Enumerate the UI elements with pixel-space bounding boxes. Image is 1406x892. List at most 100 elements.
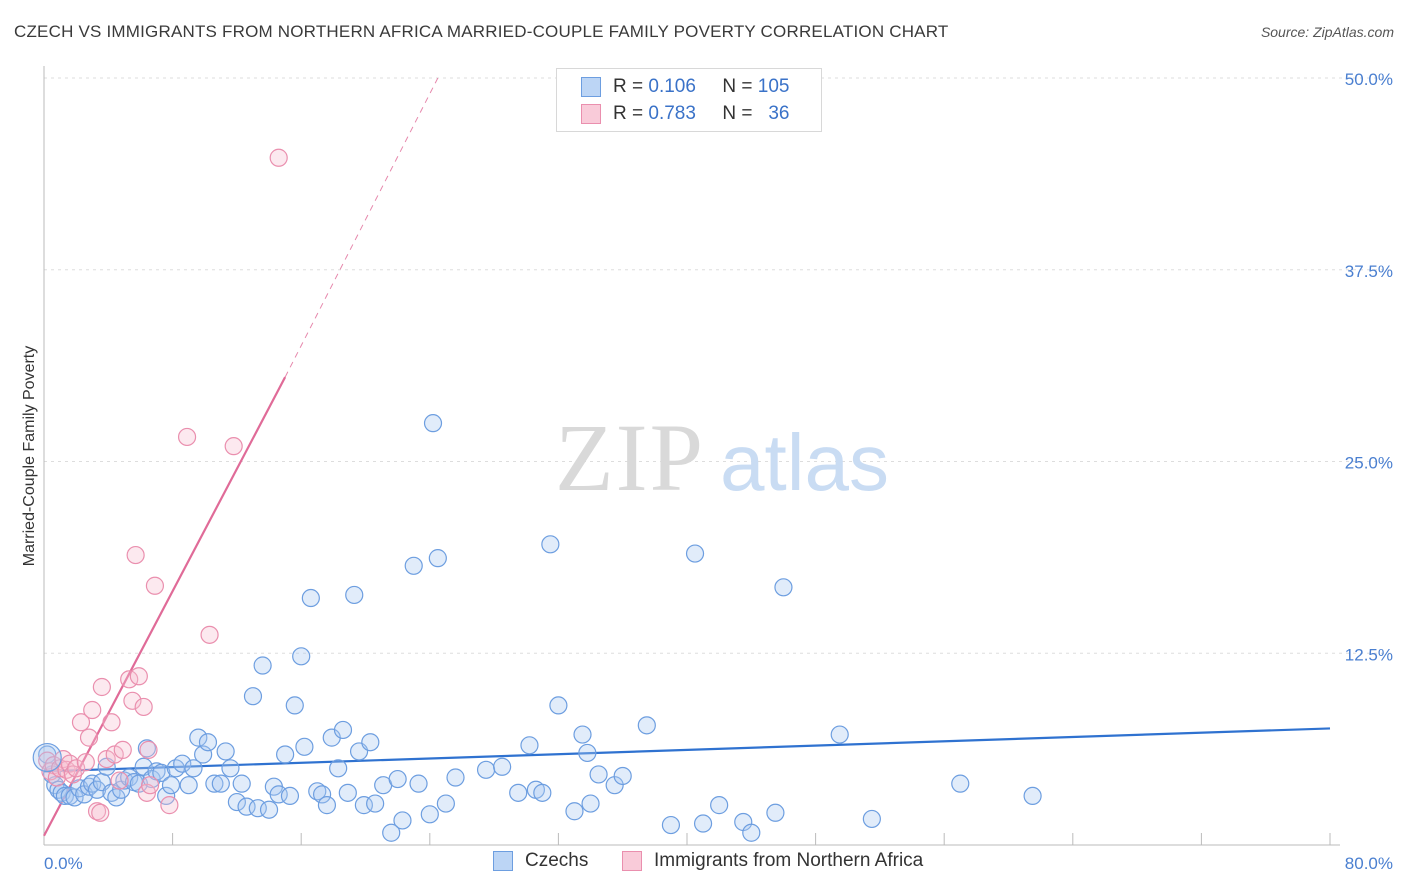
czech-point xyxy=(541,535,560,554)
czech-point xyxy=(166,759,185,778)
czech-point xyxy=(345,585,364,605)
immigrant-point xyxy=(76,753,95,772)
immigrant-point xyxy=(177,427,197,447)
czech-point xyxy=(301,588,320,608)
y-tick-label: 50.0% xyxy=(1345,70,1393,89)
czech-point xyxy=(476,760,496,779)
immigrant-point xyxy=(160,796,179,815)
czech-point xyxy=(423,414,443,433)
czech-point-large xyxy=(32,742,62,773)
czech-point xyxy=(409,774,428,793)
czech-point xyxy=(830,725,849,744)
legend-swatch-immigrants xyxy=(581,104,601,124)
legend-swatch-czechs xyxy=(581,77,601,97)
grid-lines xyxy=(44,77,1392,654)
legend-label-czechs: Czechs xyxy=(525,850,589,871)
czech-point xyxy=(493,757,512,776)
czech-point xyxy=(637,716,656,735)
watermark-zip: ZIP xyxy=(555,404,705,511)
legend-r-label: R = xyxy=(613,103,644,124)
czech-point xyxy=(589,765,608,784)
czech-point xyxy=(661,815,681,835)
czech-point xyxy=(509,783,528,802)
legend-row-immigrants: R = 0.783 N = 36 xyxy=(581,102,789,126)
czech-point xyxy=(549,696,568,715)
legend-n-value: 36 xyxy=(768,103,790,124)
immigrant-point xyxy=(113,740,132,759)
immigrant-point xyxy=(102,713,121,732)
czech-point xyxy=(333,720,353,740)
czech-point xyxy=(1023,786,1042,806)
czech-point xyxy=(308,782,327,801)
y-axis-label: Married-Couple Family Poverty xyxy=(21,346,38,567)
legend-row-czechs: R = 0.106 N = 105 xyxy=(581,75,789,99)
czech-point xyxy=(243,687,263,706)
czech-point xyxy=(573,725,592,744)
czech-point xyxy=(382,823,401,842)
czech-point xyxy=(179,776,198,795)
czech-point xyxy=(285,696,304,715)
trend-line xyxy=(43,376,287,837)
czech-point xyxy=(329,759,348,778)
legend-r-label: R = xyxy=(613,76,644,97)
czech-point xyxy=(685,544,705,563)
czech-point xyxy=(152,763,171,783)
czech-point xyxy=(710,796,729,815)
immigrant-point xyxy=(269,148,288,167)
czech-point xyxy=(161,776,181,795)
legend-item-immigrants[interactable]: Immigrants from Northern Africa xyxy=(622,850,923,872)
watermark-atlas: atlas xyxy=(720,418,889,507)
czech-point xyxy=(338,783,357,802)
legend-n-label: N = xyxy=(722,103,753,124)
chart-title: CZECH VS IMMIGRANTS FROM NORTHERN AFRICA… xyxy=(14,22,949,41)
trend-line-extension xyxy=(284,77,439,378)
x-tick-label: 80.0% xyxy=(1345,854,1393,873)
trend-line xyxy=(43,727,1331,773)
czech-point xyxy=(205,774,224,793)
immigrant-point xyxy=(83,700,102,720)
legend-n-label: N = xyxy=(722,76,753,97)
immigrant-point xyxy=(92,677,111,697)
immigrant-point xyxy=(110,771,129,790)
y-tick-label: 12.5% xyxy=(1345,645,1393,664)
legend-swatch-czechs xyxy=(493,851,513,871)
immigrant-point xyxy=(129,667,148,686)
czech-point xyxy=(565,802,584,821)
czech-point xyxy=(404,556,423,575)
immigrant-point xyxy=(91,803,110,822)
immigrant-point xyxy=(224,437,243,456)
immigrant-point xyxy=(145,576,165,595)
legend-r-value: 0.106 xyxy=(648,76,696,97)
czech-point xyxy=(259,800,279,819)
czech-point xyxy=(613,766,632,786)
x-tick-label: 0.0% xyxy=(44,854,83,873)
czech-point xyxy=(312,785,332,804)
immigrant-point xyxy=(126,545,145,565)
czech-point xyxy=(578,743,597,763)
czech-point xyxy=(216,742,235,761)
czech-point xyxy=(253,656,272,675)
czech-point xyxy=(436,794,455,813)
immigrant-point xyxy=(54,749,73,769)
czech-point xyxy=(211,774,230,793)
immigrant-point xyxy=(134,697,153,717)
czech-point xyxy=(428,549,447,568)
legend-n-value: 105 xyxy=(757,76,790,97)
czech-point xyxy=(295,737,314,756)
immigrant-point xyxy=(79,728,99,747)
source-label: Source: ZipAtlas.com xyxy=(1260,24,1394,40)
czech-point xyxy=(774,578,793,597)
correlation-legend: R = 0.106 N = 105 R = 0.783 N = 36 xyxy=(556,68,822,132)
czech-point xyxy=(951,774,970,793)
y-tick-label: 25.0% xyxy=(1345,454,1393,473)
czech-point xyxy=(388,769,407,789)
czech-point xyxy=(742,823,761,842)
czech-point xyxy=(361,733,380,752)
czech-point xyxy=(292,647,311,666)
trend-lines xyxy=(43,77,1331,837)
czech-point xyxy=(446,768,465,787)
series-legend: Czechs Immigrants from Northern Africa xyxy=(0,850,1406,878)
watermark: ZIP atlas xyxy=(555,404,889,511)
legend-item-czechs[interactable]: Czechs xyxy=(493,850,588,872)
